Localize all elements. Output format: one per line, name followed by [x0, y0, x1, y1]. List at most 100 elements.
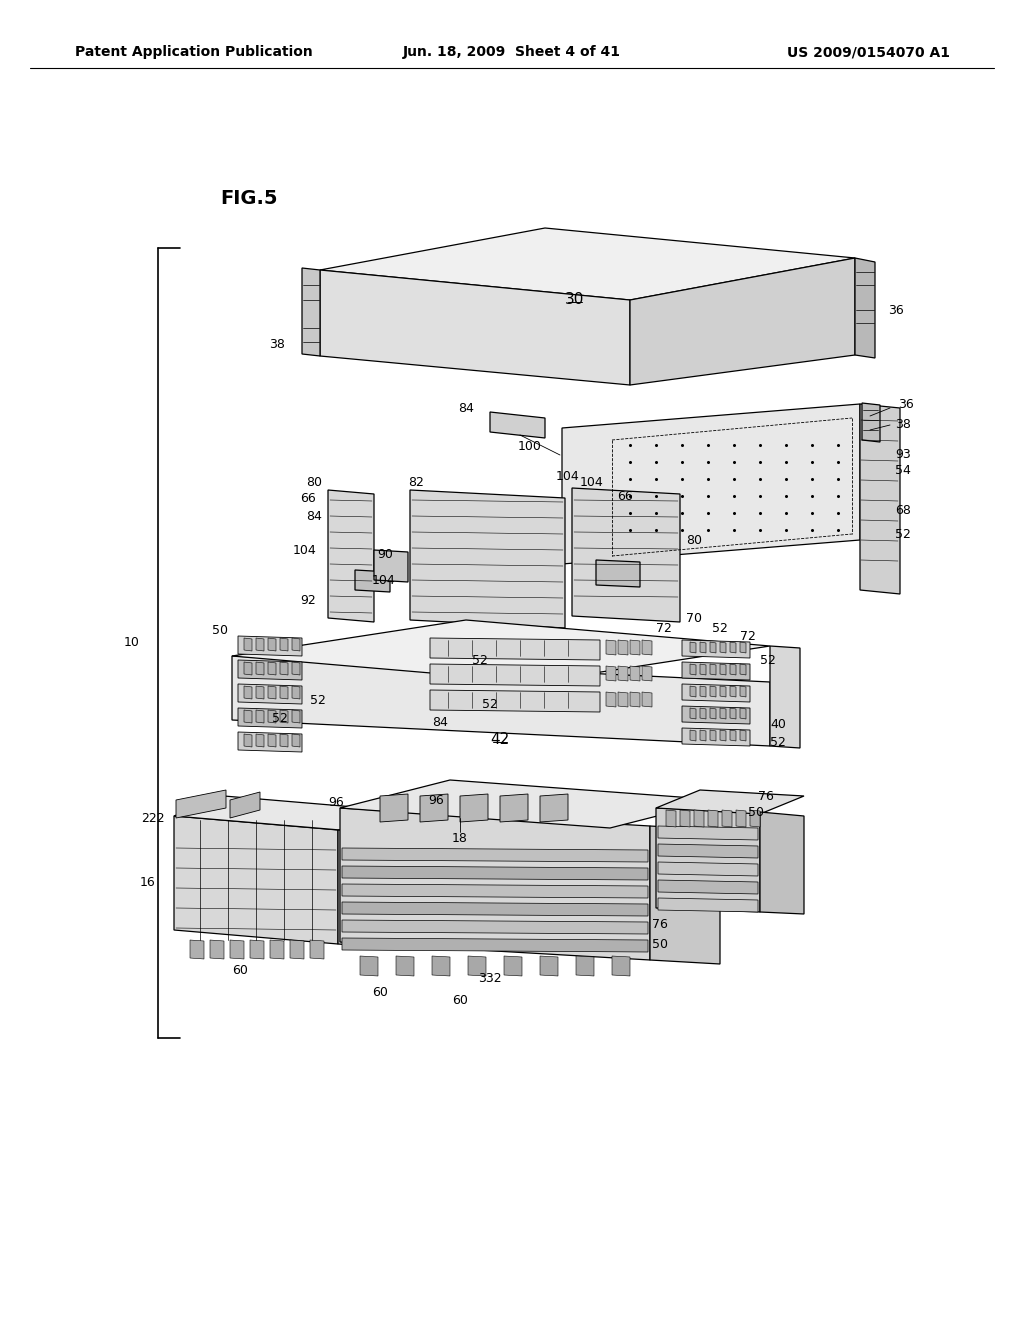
Polygon shape — [270, 940, 284, 960]
Text: 30: 30 — [565, 293, 585, 308]
Polygon shape — [319, 228, 855, 300]
Text: 72: 72 — [740, 630, 756, 643]
Polygon shape — [396, 956, 414, 975]
Text: 50: 50 — [748, 805, 764, 818]
Polygon shape — [658, 880, 758, 894]
Polygon shape — [682, 663, 750, 680]
Text: 52: 52 — [712, 622, 728, 635]
Polygon shape — [319, 271, 630, 385]
Polygon shape — [420, 795, 449, 822]
Polygon shape — [430, 690, 600, 711]
Polygon shape — [700, 664, 706, 675]
Polygon shape — [500, 795, 528, 822]
Polygon shape — [658, 862, 758, 876]
Polygon shape — [770, 645, 800, 748]
Text: 92: 92 — [300, 594, 316, 606]
Polygon shape — [720, 664, 726, 675]
Text: 332: 332 — [478, 972, 502, 985]
Polygon shape — [238, 684, 302, 704]
Polygon shape — [244, 638, 252, 651]
Polygon shape — [760, 812, 804, 913]
Polygon shape — [710, 730, 716, 741]
Polygon shape — [250, 940, 264, 960]
Text: 82: 82 — [408, 477, 424, 490]
Text: 84: 84 — [306, 510, 322, 523]
Text: 76: 76 — [652, 917, 668, 931]
Polygon shape — [730, 730, 736, 741]
Polygon shape — [562, 404, 860, 564]
Polygon shape — [238, 733, 302, 752]
Polygon shape — [210, 940, 224, 960]
Polygon shape — [642, 640, 652, 655]
Polygon shape — [328, 490, 374, 622]
Polygon shape — [630, 667, 640, 681]
Text: Jun. 18, 2009  Sheet 4 of 41: Jun. 18, 2009 Sheet 4 of 41 — [403, 45, 621, 59]
Polygon shape — [690, 664, 696, 675]
Polygon shape — [666, 810, 676, 828]
Polygon shape — [730, 642, 736, 653]
Text: 80: 80 — [306, 477, 322, 490]
Polygon shape — [302, 268, 319, 356]
Polygon shape — [280, 710, 288, 723]
Text: US 2009/0154070 A1: US 2009/0154070 A1 — [787, 45, 950, 59]
Polygon shape — [730, 686, 736, 697]
Polygon shape — [750, 810, 760, 828]
Polygon shape — [244, 686, 252, 700]
Polygon shape — [340, 808, 650, 960]
Polygon shape — [360, 956, 378, 975]
Text: 40: 40 — [770, 718, 785, 730]
Polygon shape — [682, 706, 750, 723]
Text: 104: 104 — [292, 544, 316, 557]
Text: 52: 52 — [272, 711, 288, 725]
Polygon shape — [338, 830, 390, 948]
Polygon shape — [540, 956, 558, 975]
Polygon shape — [342, 920, 648, 935]
Text: 16: 16 — [139, 875, 155, 888]
Polygon shape — [658, 898, 758, 912]
Polygon shape — [342, 884, 648, 898]
Polygon shape — [656, 808, 760, 912]
Polygon shape — [740, 708, 746, 719]
Polygon shape — [504, 956, 522, 975]
Text: 52: 52 — [310, 693, 326, 706]
Text: 96: 96 — [428, 793, 443, 807]
Polygon shape — [630, 640, 640, 655]
Polygon shape — [342, 939, 648, 952]
Polygon shape — [730, 708, 736, 719]
Text: 52: 52 — [760, 653, 776, 667]
Polygon shape — [292, 686, 300, 700]
Polygon shape — [340, 780, 720, 828]
Polygon shape — [682, 684, 750, 702]
Polygon shape — [682, 729, 750, 746]
Polygon shape — [374, 550, 408, 582]
Polygon shape — [256, 710, 264, 723]
Polygon shape — [694, 810, 705, 828]
Text: 100: 100 — [518, 440, 542, 453]
Polygon shape — [355, 570, 390, 591]
Polygon shape — [740, 642, 746, 653]
Polygon shape — [256, 734, 264, 747]
Polygon shape — [174, 816, 338, 944]
Text: 72: 72 — [656, 622, 672, 635]
Text: 52: 52 — [770, 735, 785, 748]
Text: 52: 52 — [895, 528, 911, 541]
Polygon shape — [232, 620, 770, 682]
Text: 76: 76 — [758, 789, 774, 803]
Polygon shape — [720, 642, 726, 653]
Text: 93: 93 — [895, 449, 910, 462]
Polygon shape — [630, 692, 640, 708]
Polygon shape — [722, 810, 732, 828]
Polygon shape — [460, 795, 488, 822]
Polygon shape — [238, 636, 302, 656]
Text: 50: 50 — [652, 937, 668, 950]
Polygon shape — [540, 795, 568, 822]
Polygon shape — [238, 660, 302, 680]
Polygon shape — [710, 708, 716, 719]
Text: 52: 52 — [482, 697, 498, 710]
Polygon shape — [618, 640, 628, 655]
Polygon shape — [268, 686, 276, 700]
Text: 104: 104 — [556, 470, 580, 483]
Polygon shape — [230, 792, 260, 818]
Polygon shape — [656, 789, 804, 814]
Polygon shape — [232, 656, 770, 746]
